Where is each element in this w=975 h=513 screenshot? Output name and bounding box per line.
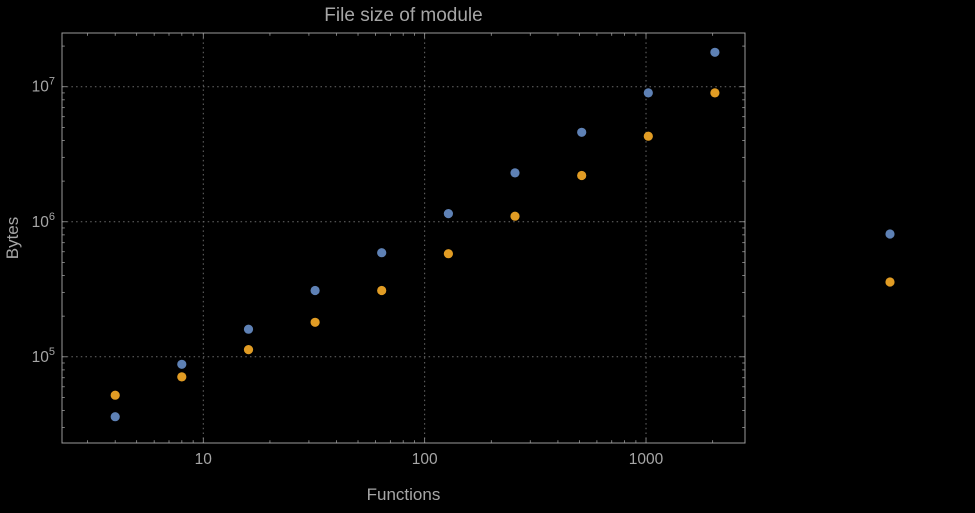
x-tick-label: 1000 <box>629 451 664 468</box>
chart-title: File size of module <box>324 5 483 26</box>
plot-frame <box>61 32 746 444</box>
data-point-series-2 <box>577 170 587 181</box>
data-point-series-1 <box>110 412 120 422</box>
legend-marker-series-1 <box>885 229 895 239</box>
data-point-series-1 <box>443 209 453 219</box>
x-tick-label: 10 <box>195 451 213 468</box>
data-point-series-2 <box>110 390 120 400</box>
y-tick-label: 106 <box>32 211 55 231</box>
data-point-series-1 <box>577 127 587 137</box>
data-point-series-1 <box>177 359 187 369</box>
data-point-series-2 <box>443 249 453 259</box>
y-tick-label: 105 <box>32 346 55 366</box>
data-point-series-1 <box>510 168 520 178</box>
data-point-series-1 <box>243 324 254 334</box>
data-point-series-1 <box>377 248 387 258</box>
data-point-series-1 <box>643 88 653 98</box>
y-tick-label: 107 <box>32 76 55 96</box>
x-tick-label: 100 <box>412 451 438 468</box>
legend-marker-series-2 <box>885 277 895 287</box>
data-point-series-1 <box>310 285 320 296</box>
data-point-series-2 <box>643 131 653 141</box>
data-point-series-1 <box>710 47 720 57</box>
x-axis-label: Functions <box>366 485 441 504</box>
y-axis-label: Bytes <box>3 216 22 260</box>
data-point-series-2 <box>243 345 254 355</box>
data-point-series-2 <box>177 372 187 382</box>
data-point-series-2 <box>310 317 320 327</box>
data-point-series-2 <box>510 211 520 221</box>
data-point-series-2 <box>710 88 720 98</box>
data-point-series-2 <box>377 285 387 296</box>
